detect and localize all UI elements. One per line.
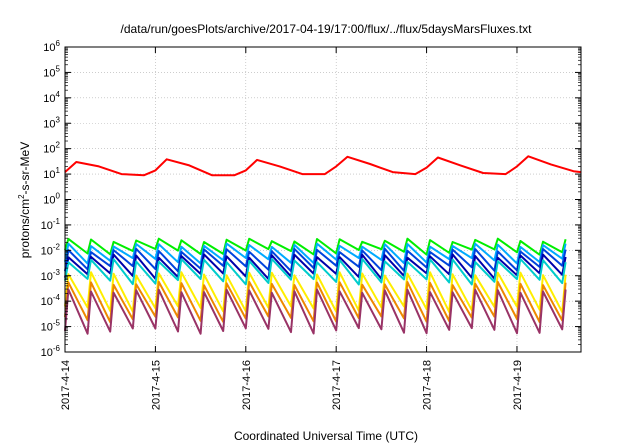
y-tick-label: 10-3 (41, 268, 61, 283)
series-line (64, 288, 567, 335)
y-tick-label: 104 (43, 90, 60, 105)
y-axis-label: protons/cm2-s-sr-MeV (17, 142, 32, 258)
y-tick-label: 102 (43, 141, 60, 156)
x-tick-label: 2017-4-14 (60, 360, 72, 410)
chart-title: /data/run/goesPlots/archive/2017-04-19/1… (121, 22, 533, 36)
y-tick-label: 10-2 (41, 242, 61, 257)
y-tick-label: 101 (43, 166, 60, 181)
x-tick-label: 2017-4-18 (422, 360, 434, 410)
x-tick-label: 2017-4-16 (241, 360, 253, 410)
y-tick-label: 10-6 (41, 344, 61, 359)
series-lines (64, 155, 582, 335)
series-line (64, 247, 567, 273)
y-tick-label: 106 (43, 39, 60, 54)
series-line (64, 253, 567, 280)
x-tick-label: 2017-4-19 (512, 360, 524, 410)
series-line (64, 237, 567, 256)
y-tick-label: 105 (43, 64, 60, 79)
grid (64, 46, 581, 353)
y-tick-label: 10-5 (41, 319, 61, 334)
x-ticks: 2017-4-14 2017-4-15 2017-4-16 2017-4-17 2017… (60, 47, 524, 410)
series-line (64, 242, 567, 265)
y-tick-label: 103 (43, 115, 60, 130)
x-tick-label: 2017-4-17 (331, 360, 343, 410)
y-tick-label: 10-4 (41, 293, 61, 308)
y-tick-label: 100 (43, 192, 60, 207)
series-line (64, 257, 567, 286)
x-axis-label: Coordinated Universal Time (UTC) (234, 429, 418, 443)
y-ticks: 10-6 10-5 10-4 10-3 10-2 10-1 100 101 102 103 104 1… (41, 39, 581, 359)
series-line (64, 155, 582, 177)
x-tick-label: 2017-4-15 (150, 360, 162, 410)
y-tick-label: 10-1 (41, 217, 61, 232)
